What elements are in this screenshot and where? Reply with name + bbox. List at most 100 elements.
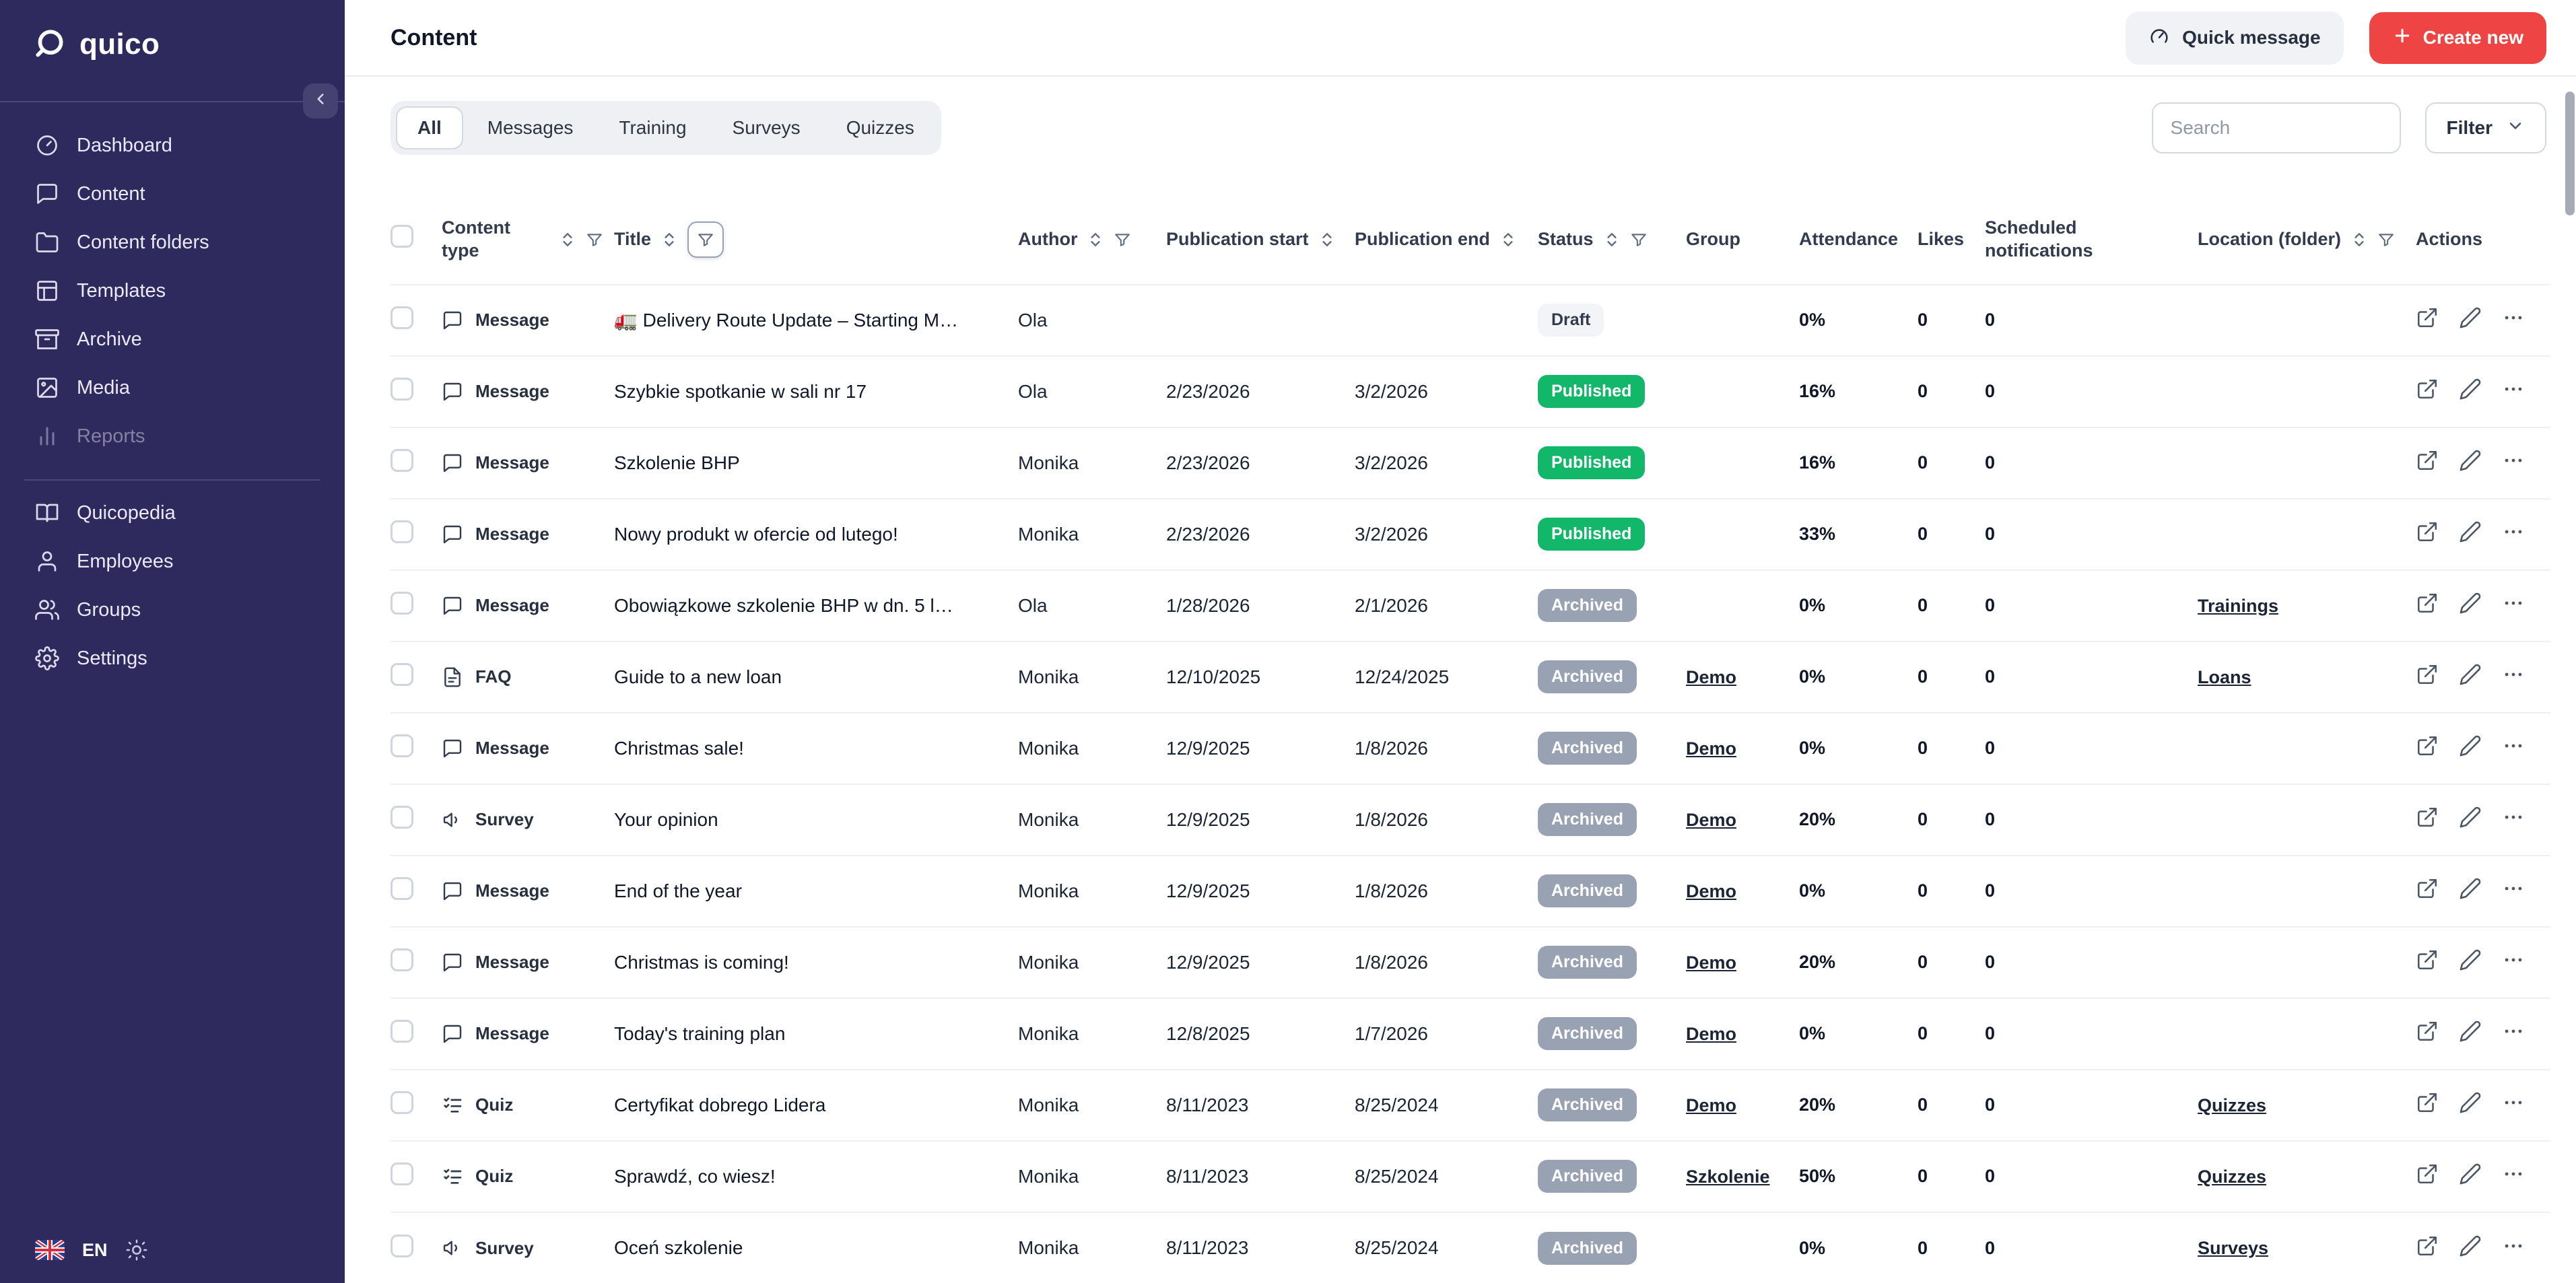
more-actions-button[interactable] bbox=[2502, 1163, 2525, 1190]
tab-all[interactable]: All bbox=[396, 106, 463, 149]
edit-button[interactable] bbox=[2459, 734, 2482, 762]
theme-toggle-sun-icon[interactable] bbox=[125, 1239, 148, 1261]
content-title[interactable]: Szkolenie BHP bbox=[614, 426, 1018, 499]
content-title[interactable]: Nowy produkt w ofercie od lutego! bbox=[614, 497, 1018, 570]
content-title[interactable]: Your opinion bbox=[614, 783, 1018, 856]
sidebar-item-templates[interactable]: Templates bbox=[0, 267, 345, 315]
group-link[interactable]: Demo bbox=[1686, 1095, 1737, 1115]
location-folder-link[interactable]: Quizzes bbox=[2198, 1095, 2267, 1115]
tab-messages[interactable]: Messages bbox=[487, 117, 574, 138]
open-content-button[interactable] bbox=[2416, 1020, 2439, 1047]
open-content-button[interactable] bbox=[2416, 1235, 2439, 1262]
location-folder-link[interactable]: Trainings bbox=[2198, 595, 2279, 616]
row-checkbox[interactable] bbox=[391, 948, 413, 971]
sort-icon[interactable] bbox=[1087, 231, 1104, 248]
row-checkbox[interactable] bbox=[391, 306, 413, 329]
tab-training[interactable]: Training bbox=[619, 117, 687, 138]
row-checkbox[interactable] bbox=[391, 378, 413, 401]
more-actions-button[interactable] bbox=[2502, 806, 2525, 833]
content-title[interactable]: Certyfikat dobrego Lidera bbox=[614, 1068, 1018, 1141]
uk-flag-icon[interactable] bbox=[35, 1240, 65, 1260]
open-content-button[interactable] bbox=[2416, 877, 2439, 905]
location-folder-link[interactable]: Surveys bbox=[2198, 1238, 2269, 1258]
content-title[interactable]: Christmas is coming! bbox=[614, 926, 1018, 998]
content-title[interactable]: Obowiązkowe szkolenie BHP w dn. 5 l… bbox=[614, 569, 1018, 642]
content-title[interactable]: Oceń szkolenie bbox=[614, 1211, 1018, 1283]
sort-icon[interactable] bbox=[559, 231, 576, 248]
row-checkbox[interactable] bbox=[391, 663, 413, 686]
edit-button[interactable] bbox=[2459, 663, 2482, 691]
sort-icon[interactable] bbox=[1318, 231, 1336, 248]
content-title[interactable]: End of the year bbox=[614, 854, 1018, 927]
edit-button[interactable] bbox=[2459, 306, 2482, 334]
row-checkbox[interactable] bbox=[391, 734, 413, 757]
edit-button[interactable] bbox=[2459, 449, 2482, 477]
create-new-button[interactable]: Create new bbox=[2369, 11, 2546, 64]
more-actions-button[interactable] bbox=[2502, 306, 2525, 334]
more-actions-button[interactable] bbox=[2502, 948, 2525, 976]
search-input[interactable] bbox=[2151, 102, 2401, 153]
group-link[interactable]: Demo bbox=[1686, 666, 1737, 687]
group-link[interactable]: Szkolenie bbox=[1686, 1166, 1770, 1187]
filter-icon[interactable] bbox=[2377, 231, 2395, 248]
sidebar-item-archive[interactable]: Archive bbox=[0, 315, 345, 363]
filter-button[interactable]: Filter bbox=[2425, 102, 2546, 153]
row-checkbox[interactable] bbox=[391, 1163, 413, 1185]
edit-button[interactable] bbox=[2459, 1020, 2482, 1047]
tab-quizzes[interactable]: Quizzes bbox=[846, 117, 914, 138]
sidebar-item-content[interactable]: Content bbox=[0, 170, 345, 218]
more-actions-button[interactable] bbox=[2502, 592, 2525, 619]
sort-icon[interactable] bbox=[1499, 231, 1517, 248]
sidebar-item-content-folders[interactable]: Content folders bbox=[0, 218, 345, 267]
edit-button[interactable] bbox=[2459, 520, 2482, 548]
open-content-button[interactable] bbox=[2416, 378, 2439, 405]
group-link[interactable]: Demo bbox=[1686, 880, 1737, 901]
sidebar-item-dashboard[interactable]: Dashboard bbox=[0, 121, 345, 170]
row-checkbox[interactable] bbox=[391, 449, 413, 472]
sidebar-item-media[interactable]: Media bbox=[0, 363, 345, 412]
sidebar-item-employees[interactable]: Employees bbox=[0, 537, 345, 586]
more-actions-button[interactable] bbox=[2502, 734, 2525, 762]
edit-button[interactable] bbox=[2459, 806, 2482, 833]
open-content-button[interactable] bbox=[2416, 1163, 2439, 1190]
content-title[interactable]: 🚛 Delivery Route Update – Starting M… bbox=[614, 283, 1018, 356]
group-link[interactable]: Demo bbox=[1686, 738, 1737, 759]
edit-button[interactable] bbox=[2459, 378, 2482, 405]
select-all-checkbox[interactable] bbox=[391, 225, 413, 248]
quick-message-button[interactable]: Quick message bbox=[2126, 11, 2344, 65]
row-checkbox[interactable] bbox=[391, 520, 413, 543]
language-label[interactable]: EN bbox=[82, 1239, 108, 1260]
row-checkbox[interactable] bbox=[391, 1234, 413, 1257]
row-checkbox[interactable] bbox=[391, 592, 413, 615]
sidebar-item-settings[interactable]: Settings bbox=[0, 634, 345, 683]
content-title[interactable]: Sprawdź, co wiesz! bbox=[614, 1140, 1018, 1212]
open-content-button[interactable] bbox=[2416, 806, 2439, 833]
open-content-button[interactable] bbox=[2416, 449, 2439, 477]
edit-button[interactable] bbox=[2459, 1235, 2482, 1262]
group-link[interactable]: Demo bbox=[1686, 952, 1737, 973]
content-title[interactable]: Today's training plan bbox=[614, 997, 1018, 1070]
sidebar-item-groups[interactable]: Groups bbox=[0, 586, 345, 634]
sort-icon[interactable] bbox=[660, 231, 678, 248]
open-content-button[interactable] bbox=[2416, 663, 2439, 691]
tab-surveys[interactable]: Surveys bbox=[732, 117, 801, 138]
content-title[interactable]: Guide to a new loan bbox=[614, 640, 1018, 713]
filter-icon[interactable] bbox=[697, 231, 714, 248]
more-actions-button[interactable] bbox=[2502, 378, 2525, 405]
more-actions-button[interactable] bbox=[2502, 663, 2525, 691]
row-checkbox[interactable] bbox=[391, 877, 413, 900]
row-checkbox[interactable] bbox=[391, 1091, 413, 1114]
active-filter-box[interactable] bbox=[687, 221, 724, 258]
sort-icon[interactable] bbox=[2350, 231, 2368, 248]
edit-button[interactable] bbox=[2459, 948, 2482, 976]
group-link[interactable]: Demo bbox=[1686, 1023, 1737, 1044]
location-folder-link[interactable]: Quizzes bbox=[2198, 1166, 2267, 1187]
filter-icon[interactable] bbox=[586, 231, 603, 248]
row-checkbox[interactable] bbox=[391, 806, 413, 829]
sidebar-item-quicopedia[interactable]: Quicopedia bbox=[0, 489, 345, 537]
filter-icon[interactable] bbox=[1630, 231, 1648, 248]
row-checkbox[interactable] bbox=[391, 1020, 413, 1043]
vertical-scrollbar[interactable] bbox=[2565, 81, 2575, 1283]
more-actions-button[interactable] bbox=[2502, 1235, 2525, 1262]
filter-icon[interactable] bbox=[1114, 231, 1131, 248]
